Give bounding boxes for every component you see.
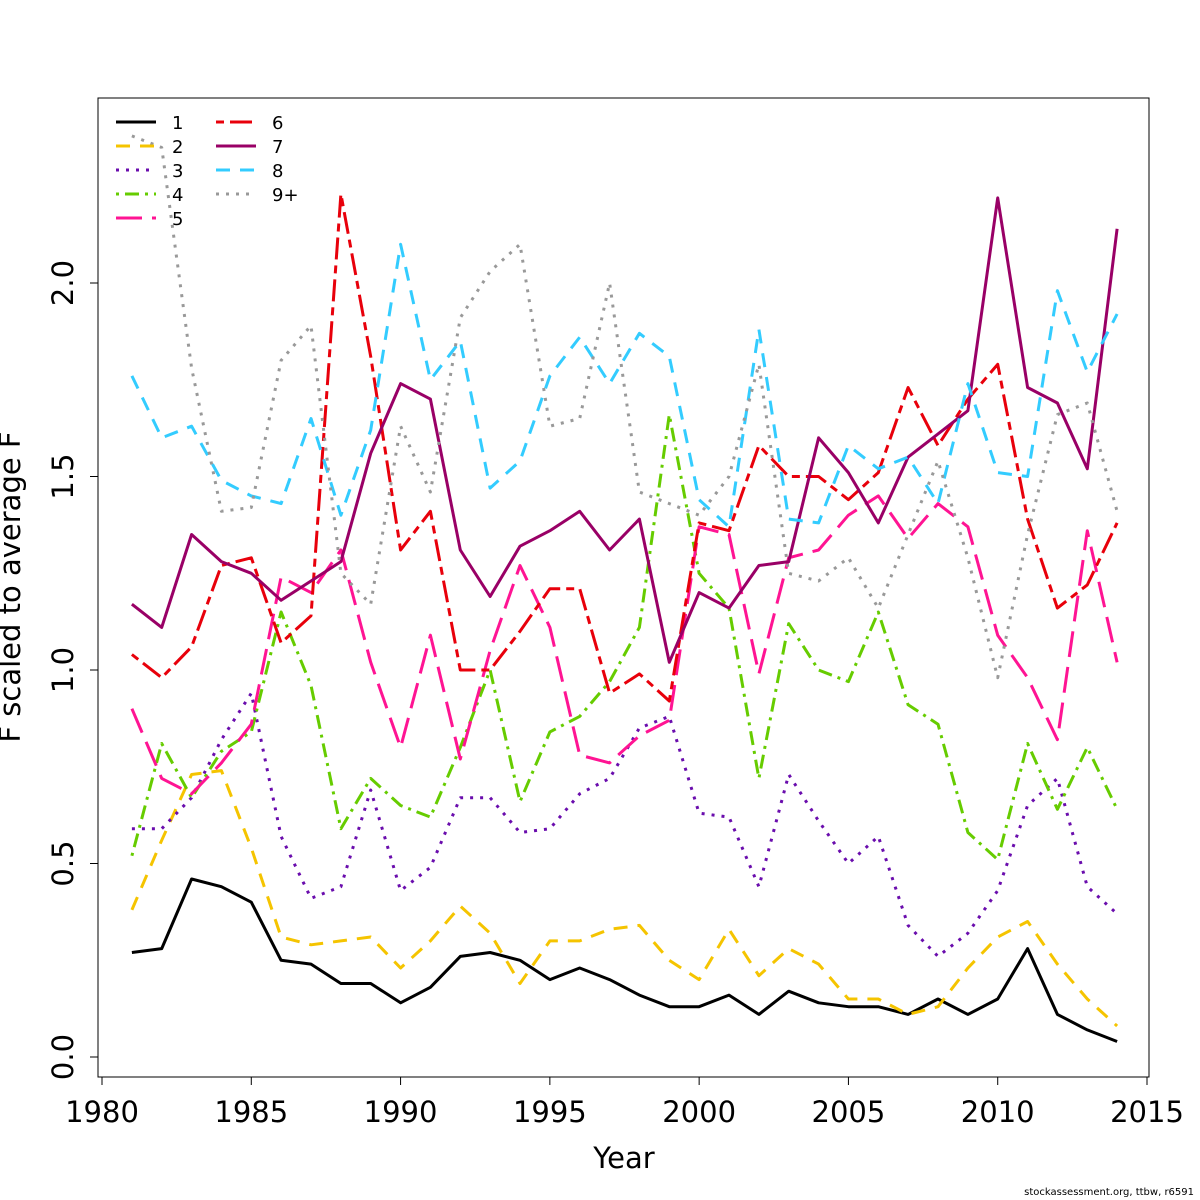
legend-label-age-4: 4 (172, 185, 183, 206)
series-line-age-2 (130, 769, 1119, 1028)
x-tick-label: 1980 (65, 1095, 139, 1129)
x-tick-label: 1985 (214, 1095, 288, 1129)
x-tick-label: 1995 (513, 1095, 587, 1129)
x-tick-label: 2015 (1110, 1095, 1184, 1129)
series-line-age-7 (130, 196, 1119, 664)
series-line-age-5 (130, 494, 1119, 796)
x-axis-title: Year (592, 1141, 654, 1175)
legend-label-age-3: 3 (172, 161, 183, 182)
y-tick-label: 0.5 (46, 840, 80, 886)
y-tick-label: 2.0 (46, 260, 80, 306)
x-tick-label: 2005 (812, 1095, 886, 1129)
x-tick-label: 1990 (364, 1095, 438, 1129)
legend-label-age-7: 7 (272, 137, 283, 158)
series-line-age-6 (130, 192, 1119, 703)
y-tick-label: 1.0 (46, 647, 80, 693)
legend-label-age-2: 2 (172, 137, 183, 158)
series-layer (130, 134, 1119, 1043)
series-line-age-4 (130, 413, 1119, 862)
legend-label-age-1: 1 (172, 113, 183, 134)
legend-label-age-5: 5 (172, 209, 183, 230)
footer-credit: stockassessment.org, ttbw, r6591 (1024, 1187, 1194, 1198)
legend-label-age-6: 6 (272, 113, 283, 134)
x-tick-label: 2010 (961, 1095, 1035, 1129)
y-axis-title: F scaled to average F (0, 431, 27, 742)
x-tick-label: 2000 (662, 1095, 736, 1129)
series-line-age-3 (131, 691, 1119, 958)
series-line-age-1 (131, 877, 1118, 1043)
y-tick-label: 0.0 (46, 1034, 80, 1080)
y-tick-label: 1.5 (46, 453, 80, 499)
legend-label-age-9plus: 9+ (272, 185, 299, 206)
series-line-age-8 (130, 242, 1119, 529)
legend: 1 2 3 4 5 6 7 8 9+ (116, 113, 299, 230)
legend-label-age-8: 8 (272, 161, 283, 182)
axes: 1980 1985 1990 1995 2000 2005 2010 2015 0.0 0.5 1.… (46, 260, 1184, 1129)
